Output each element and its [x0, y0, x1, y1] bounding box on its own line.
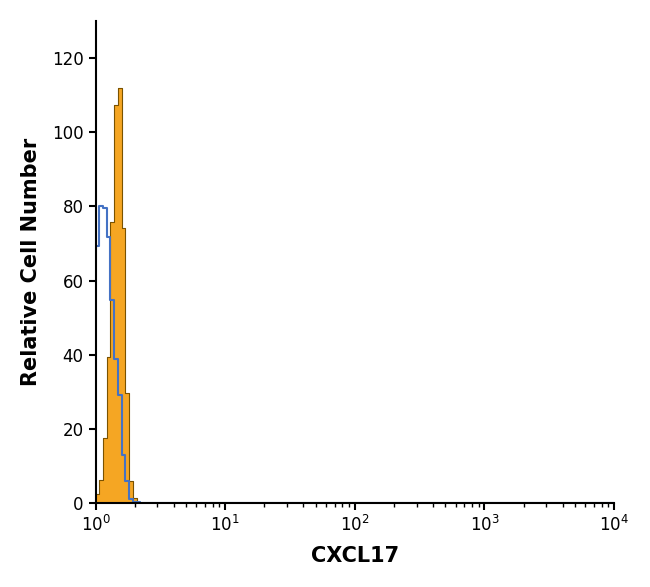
Y-axis label: Relative Cell Number: Relative Cell Number: [21, 138, 41, 386]
X-axis label: CXCL17: CXCL17: [311, 546, 399, 566]
